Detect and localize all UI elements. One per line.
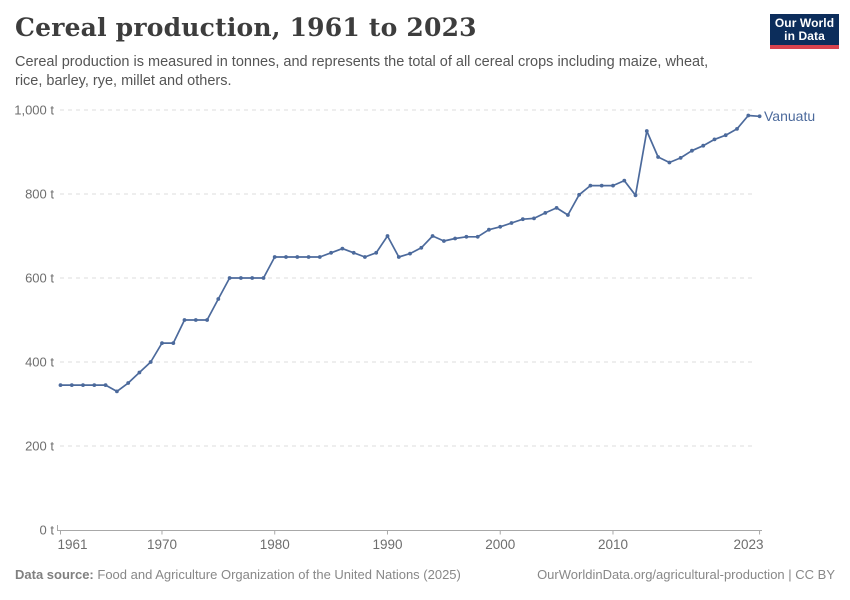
data-point-1999[interactable] (487, 227, 491, 232)
owid-logo-red-bar (770, 45, 839, 49)
data-point-2002[interactable] (520, 217, 525, 222)
x-tick-label-1970: 1970 (147, 537, 177, 552)
owid-logo-line2: in Data (784, 28, 825, 43)
data-point-1997[interactable] (464, 234, 469, 239)
data-point-1975[interactable] (216, 297, 221, 301)
data-point-1988[interactable] (363, 255, 367, 259)
x-tick-label-1990: 1990 (372, 537, 402, 552)
data-point-2021[interactable] (735, 126, 739, 131)
data-point-2014[interactable] (656, 155, 660, 159)
y-tick-label-600: 600 t (25, 271, 54, 286)
data-point-2023[interactable] (757, 114, 762, 119)
data-source: Data source: Food and Agriculture Organi… (15, 567, 461, 582)
data-point-2000[interactable] (498, 224, 503, 229)
x-tick-label-1980: 1980 (260, 537, 290, 552)
data-point-1962[interactable] (69, 383, 74, 387)
y-tick-label-0: 0 t (40, 523, 55, 538)
x-tick-label-1961: 1961 (58, 537, 88, 552)
data-point-1977[interactable] (239, 276, 243, 280)
data-point-1981[interactable] (284, 255, 288, 259)
data-point-2016[interactable] (678, 156, 683, 160)
data-point-2022[interactable] (746, 113, 751, 118)
data-point-1974[interactable] (205, 318, 210, 322)
data-source-text: Food and Agriculture Organization of the… (97, 567, 461, 582)
data-point-1992[interactable] (408, 251, 412, 256)
data-point-1973[interactable] (193, 318, 198, 322)
y-tick-label-800: 800 t (25, 187, 54, 202)
data-point-2013[interactable] (644, 129, 649, 133)
data-point-1998[interactable] (475, 234, 480, 239)
data-point-1985[interactable] (329, 250, 333, 255)
data-point-1967[interactable] (126, 381, 131, 385)
owid-logo[interactable]: Our World in Data (770, 14, 839, 49)
data-point-2019[interactable] (712, 137, 717, 142)
y-tick-label-1000: 1,000 t (14, 103, 54, 118)
data-point-1983[interactable] (306, 255, 311, 259)
data-point-2020[interactable] (723, 133, 728, 138)
data-point-2018[interactable] (701, 143, 706, 148)
data-point-1972[interactable] (182, 318, 187, 322)
credit-link[interactable]: OurWorldinData.org/agricultural-producti… (537, 567, 835, 582)
x-tick-label-2000: 2000 (485, 537, 515, 552)
data-point-1979[interactable] (261, 276, 266, 280)
data-point-2005[interactable] (554, 206, 559, 210)
page-title: Cereal production, 1961 to 2023 (15, 13, 477, 42)
data-point-1995[interactable] (442, 239, 446, 243)
data-point-1996[interactable] (453, 236, 457, 241)
data-point-1980[interactable] (272, 255, 277, 259)
data-point-2017[interactable] (690, 148, 694, 153)
data-point-2011[interactable] (622, 178, 627, 183)
data-point-1969[interactable] (148, 360, 153, 364)
data-point-2004[interactable] (543, 211, 548, 215)
data-point-2008[interactable] (588, 183, 593, 188)
data-point-1970[interactable] (160, 341, 164, 345)
data-point-1964[interactable] (92, 383, 97, 387)
x-tick-label-2023: 2023 (734, 537, 764, 552)
data-point-2015[interactable] (667, 160, 672, 165)
data-point-1976[interactable] (227, 276, 232, 280)
data-point-1971[interactable] (171, 341, 176, 345)
data-point-2003[interactable] (532, 216, 536, 221)
data-point-1993[interactable] (419, 245, 424, 250)
data-point-1978[interactable] (250, 276, 255, 280)
subtitle-line-1: Cereal production is measured in tonnes,… (15, 54, 709, 70)
entity-label-vanuatu[interactable]: Vanuatu (764, 108, 815, 124)
data-point-1982[interactable] (295, 255, 300, 259)
chart-footer: Data source: Food and Agriculture Organi… (15, 567, 835, 582)
y-tick-label-200: 200 t (25, 439, 54, 454)
data-point-1961[interactable] (58, 383, 63, 387)
data-point-1994[interactable] (430, 234, 435, 238)
data-source-label: Data source: (15, 567, 94, 582)
data-point-2010[interactable] (611, 183, 615, 188)
data-point-2006[interactable] (566, 213, 570, 217)
data-point-1963[interactable] (81, 383, 85, 387)
owid-logo-line1: Our World (774, 15, 835, 30)
data-point-1990[interactable] (385, 234, 390, 238)
y-tick-label-400: 400 t (25, 355, 54, 370)
data-point-1991[interactable] (396, 255, 401, 259)
data-point-1984[interactable] (317, 255, 322, 259)
data-point-2009[interactable] (599, 183, 604, 188)
subtitle-line-2: rice, barley, rye, millet and others. (15, 73, 232, 90)
data-point-1965[interactable] (103, 383, 108, 387)
x-tick-label-2010: 2010 (598, 537, 628, 552)
owid-logo-box: Our World in Data (770, 14, 839, 45)
data-point-1989[interactable] (374, 250, 379, 255)
chart-header: Cereal production, 1961 to 2023 Cereal p… (15, 13, 755, 91)
data-point-1968[interactable] (137, 370, 142, 375)
data-point-1986[interactable] (340, 246, 345, 251)
data-point-2007[interactable] (577, 192, 581, 197)
chart-subtitle: Cereal production is measured in tonnes,… (15, 53, 755, 91)
data-point-2001[interactable] (509, 221, 514, 225)
data-point-2012[interactable] (633, 193, 638, 198)
data-point-1966[interactable] (115, 389, 119, 394)
data-point-1987[interactable] (351, 250, 356, 255)
